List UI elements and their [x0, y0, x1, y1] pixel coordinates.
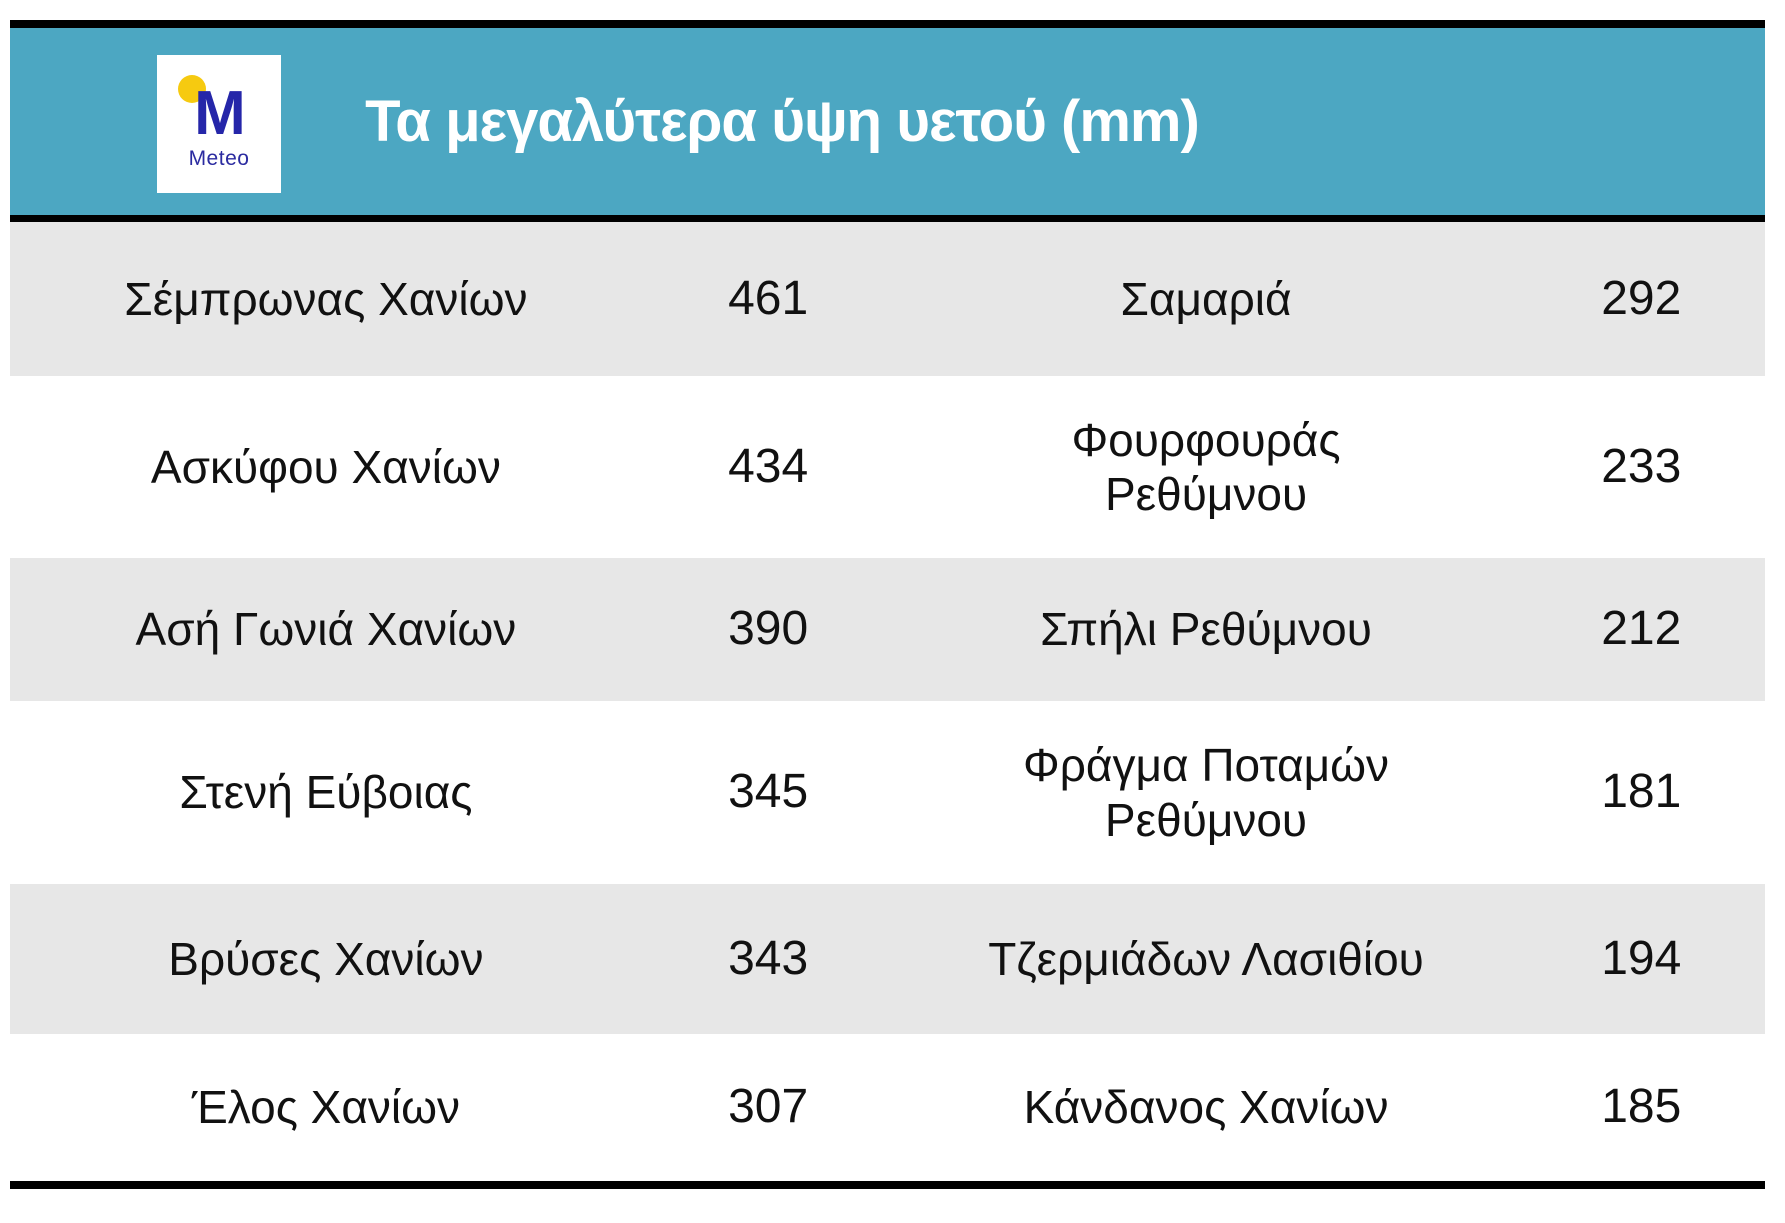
- rain-value-cell: 343: [728, 931, 809, 985]
- table-row: Έλος Χανίων 307 Κάνδανος Χανίων 185: [10, 1034, 1765, 1181]
- rain-value-cell: 390: [728, 602, 809, 656]
- rain-value-cell: 212: [1601, 602, 1682, 656]
- station-name-cell: Σαμαριά: [1120, 272, 1292, 325]
- station-name-cell: Έλος Χανίων: [191, 1081, 461, 1134]
- logo-mark: M: [178, 75, 246, 145]
- table-row: Σέμπρωνας Χανίων 461 Σαμαριά 292: [10, 222, 1765, 376]
- logo-m-letter: M: [194, 79, 246, 148]
- rain-value-cell: 194: [1601, 931, 1682, 985]
- table-row: Ασή Γωνιά Χανίων 390 Σπήλι Ρεθύμνου 212: [10, 558, 1765, 701]
- station-name-cell: Τζερμιάδων Λασιθίου: [988, 932, 1424, 985]
- station-name-cell: Κάνδανος Χανίων: [1023, 1081, 1389, 1134]
- station-name-cell: Βρύσες Χανίων: [168, 932, 484, 985]
- table-row: Βρύσες Χανίων 343 Τζερμιάδων Λασιθίου 19…: [10, 884, 1765, 1034]
- rain-value-cell: 292: [1601, 271, 1682, 325]
- station-name-cell: Σπήλι Ρεθύμνου: [1040, 603, 1372, 656]
- rain-value-cell: 434: [728, 439, 809, 493]
- table-row: Στενή Εύβοιας 345 Φράγμα Ποταμών Ρεθύμνο…: [10, 701, 1765, 884]
- rain-value-cell: 233: [1601, 439, 1682, 493]
- infographic: M Meteo Τα μεγαλύτερα ύψη υετού (mm) Σέμ…: [10, 20, 1765, 1189]
- logo-sun-dot-icon: [178, 75, 207, 103]
- meteo-logo: M Meteo: [157, 55, 281, 193]
- rain-value-cell: 461: [728, 271, 809, 325]
- station-name-cell: Ασκύφου Χανίων: [150, 440, 501, 493]
- header-bar: M Meteo Τα μεγαλύτερα ύψη υετού (mm): [10, 20, 1765, 222]
- rain-value-cell: 181: [1601, 765, 1682, 819]
- station-name-cell: Σέμπρωνας Χανίων: [124, 272, 528, 325]
- logo-brand-label: Meteo: [188, 147, 250, 170]
- rain-value-cell: 307: [728, 1080, 809, 1134]
- station-name-cell: Στενή Εύβοιας: [179, 766, 473, 819]
- rain-value-cell: 185: [1601, 1080, 1682, 1134]
- table-row: Ασκύφου Χανίων 434 Φουρφουράς Ρεθύμνου 2…: [10, 376, 1765, 558]
- rain-value-cell: 345: [728, 765, 809, 819]
- station-name-cell: Φουρφουράς Ρεθύμνου: [1071, 413, 1341, 520]
- page-title: Τα μεγαλύτερα ύψη υετού (mm): [365, 89, 1200, 154]
- station-name-cell: Ασή Γωνιά Χανίων: [135, 603, 517, 656]
- station-name-cell: Φράγμα Ποταμών Ρεθύμνου: [1023, 739, 1390, 846]
- precipitation-table: Σέμπρωνας Χανίων 461 Σαμαριά 292 Ασκύφου…: [10, 222, 1765, 1189]
